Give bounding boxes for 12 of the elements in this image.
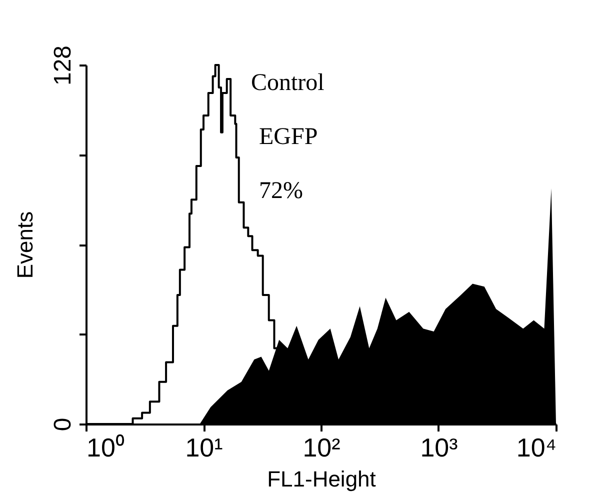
y-axis-title: Events (12, 211, 38, 279)
x-tick-label: 10⁴ (516, 432, 556, 462)
x-axis-title: FL1-Height (267, 466, 376, 492)
annotation: EGFP (259, 124, 318, 150)
x-tick-label: 10¹ (185, 432, 224, 462)
annotation: Control (251, 70, 325, 96)
y-tick-label: 0 (50, 418, 76, 432)
x-tick-label: 10³ (420, 432, 458, 462)
x-tick-label: 10² (302, 432, 341, 462)
y-tick-label: 128 (50, 45, 76, 86)
annotation: 72% (259, 178, 303, 204)
x-tick-label: 10⁰ (86, 432, 124, 462)
